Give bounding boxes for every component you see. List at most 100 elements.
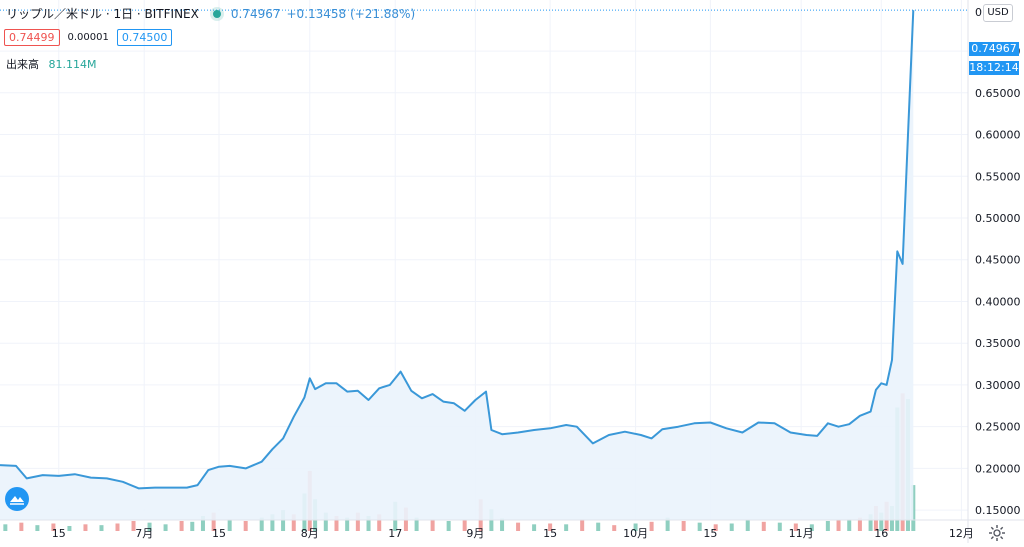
- y-tick-label: 0.15000: [975, 504, 1021, 517]
- volume-bar: [825, 520, 830, 531]
- volume-bar: [879, 512, 884, 531]
- volume-bar: [596, 522, 601, 531]
- x-tick-label: 10月: [623, 527, 648, 540]
- y-tick-label: 0.20000: [975, 462, 1021, 475]
- x-tick-label: 7月: [135, 527, 153, 540]
- y-tick-label: 0.45000: [975, 254, 1021, 267]
- volume-value: 81.114M: [48, 58, 97, 71]
- y-tick-label: 0.55000: [975, 170, 1021, 183]
- y-tick-label: 0.35000: [975, 337, 1021, 350]
- volume-bar: [281, 510, 286, 531]
- volume-bar: [211, 512, 216, 531]
- volume-bar: [99, 525, 104, 531]
- tradingview-logo-icon[interactable]: [5, 487, 29, 511]
- currency-button[interactable]: USD: [983, 4, 1013, 22]
- volume-bar: [793, 523, 798, 531]
- x-tick-label: 15: [703, 527, 717, 540]
- volume-bar: [147, 522, 152, 531]
- x-tick-label: 15: [212, 527, 226, 540]
- x-tick-label: 8月: [301, 527, 319, 540]
- volume-bar: [681, 520, 686, 531]
- volume-bar: [847, 519, 852, 531]
- volume-bar: [809, 524, 814, 531]
- volume-bar: [462, 520, 467, 531]
- x-tick-label: 15: [52, 527, 66, 540]
- volume-bar: [3, 524, 8, 531]
- bar-countdown: 18:12:14: [969, 61, 1019, 75]
- live-status-icon: [212, 9, 221, 18]
- buy-button[interactable]: 0.74500: [116, 29, 173, 46]
- volume-bar: [291, 514, 296, 531]
- volume-bar: [516, 522, 521, 531]
- volume-bar: [19, 522, 24, 531]
- volume-bar: [612, 525, 617, 531]
- y-tick-label: 0: [975, 6, 982, 19]
- volume-bar: [500, 518, 505, 531]
- volume-bar: [633, 523, 638, 531]
- spread-value: 0.00001: [67, 32, 109, 43]
- volume-bar: [414, 517, 419, 531]
- volume-bar: [366, 515, 371, 531]
- volume-bar: [334, 515, 339, 531]
- volume-bar: [67, 525, 72, 531]
- volume-bar: [270, 514, 275, 531]
- x-tick-label: 12月: [949, 527, 974, 540]
- price-change: +0.13458 (+21.88%): [286, 6, 416, 21]
- y-tick-label: 0.40000: [975, 295, 1021, 308]
- volume-bar: [649, 521, 654, 531]
- volume-bar: [163, 524, 168, 531]
- price-line: [0, 10, 915, 490]
- volume-bar: [355, 512, 360, 531]
- volume-bar: [377, 514, 382, 531]
- x-tick-label: 16: [874, 527, 888, 540]
- volume-bar: [131, 520, 136, 531]
- volume-bar: [911, 485, 916, 531]
- volume-bar: [532, 524, 537, 531]
- volume-bar: [243, 520, 248, 531]
- volume-bar: [777, 522, 782, 531]
- volume-label[interactable]: 出来高: [6, 58, 39, 71]
- volume-bar: [345, 517, 350, 531]
- volume-bar: [836, 520, 841, 531]
- volume-bar: [868, 514, 873, 531]
- volume-bar: [179, 520, 184, 531]
- volume-bar: [697, 522, 702, 531]
- volume-bar: [323, 512, 328, 531]
- x-tick-label: 11月: [789, 527, 814, 540]
- volume-bar: [200, 515, 205, 531]
- volume-bar: [729, 523, 734, 531]
- x-tick-label: 9月: [466, 527, 484, 540]
- y-tick-label: 0.65000: [975, 87, 1021, 100]
- volume-bar: [190, 521, 195, 531]
- y-tick-label: 0.50000: [975, 212, 1021, 225]
- volume-legend: 出来高 81.114M: [6, 56, 96, 72]
- volume-bar: [580, 519, 585, 531]
- volume-bar: [745, 520, 750, 531]
- x-tick-label: 15: [543, 527, 557, 540]
- volume-bar: [227, 519, 232, 531]
- y-tick-label: 0.25000: [975, 421, 1021, 434]
- volume-bar: [548, 523, 553, 531]
- volume-bar: [713, 524, 718, 531]
- volume-bar: [446, 520, 451, 531]
- volume-bar: [83, 524, 88, 531]
- volume-bar: [761, 521, 766, 531]
- volume-bar: [564, 524, 569, 531]
- volume-bar: [259, 517, 264, 531]
- x-tick-label: 17: [388, 527, 402, 540]
- y-tick-label: 0.30000: [975, 379, 1021, 392]
- price-area: [0, 10, 914, 520]
- price-axis-tag: 0.74967: [969, 42, 1019, 56]
- symbol-title[interactable]: リップル／米ドル · 1日 · BITFINEX: [6, 7, 199, 21]
- sell-button[interactable]: 0.74499: [4, 29, 60, 46]
- bid-ask-panel: 0.74499 0.00001 0.74500: [4, 29, 173, 46]
- y-tick-label: 0.60000: [975, 129, 1021, 142]
- volume-bar: [51, 523, 56, 531]
- volume-bar: [35, 525, 40, 531]
- chart-legend: リップル／米ドル · 1日 · BITFINEX 0.74967 +0.1345…: [6, 5, 415, 22]
- gear-icon[interactable]: [988, 524, 1006, 542]
- volume-bar: [115, 523, 120, 531]
- volume-bar: [430, 519, 435, 531]
